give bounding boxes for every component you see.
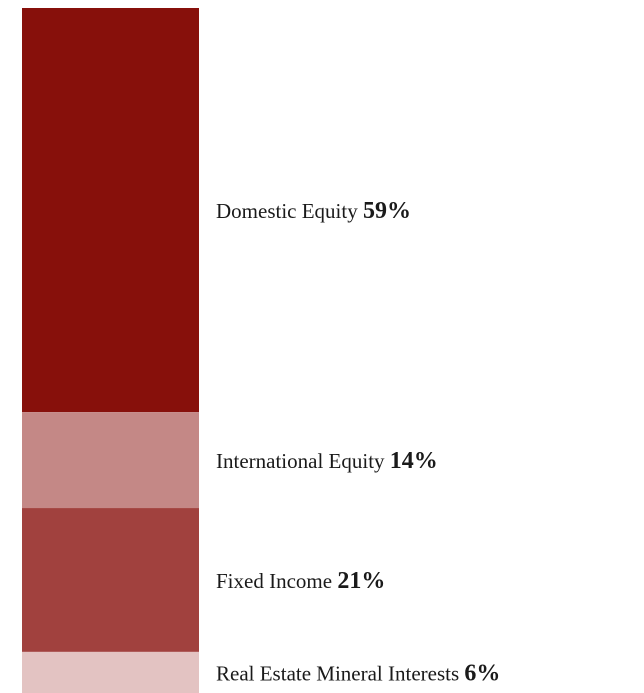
segment-label: International Equity 14%: [216, 448, 438, 474]
segment-value-label: 14%: [390, 448, 438, 474]
segment-value-label: 59%: [363, 198, 411, 224]
segment-value-label: 21%: [337, 568, 385, 594]
bar-segment-real-estate-mineral-interests: [22, 651, 199, 693]
segment-label: Fixed Income 21%: [216, 568, 385, 594]
segment-category-label: Domestic Equity: [216, 199, 363, 223]
segment-label: Real Estate Mineral Interests 6%: [216, 660, 500, 686]
bar-segment-fixed-income: [22, 508, 199, 652]
segment-category-label: Fixed Income: [216, 569, 337, 593]
segment-category-label: International Equity: [216, 449, 390, 473]
segment-label: Domestic Equity 59%: [216, 198, 411, 224]
segment-category-label: Real Estate Mineral Interests: [216, 661, 464, 685]
bar-segment-international-equity: [22, 412, 199, 509]
segment-value-label: 6%: [464, 660, 500, 686]
bar-segment-domestic-equity: [22, 8, 199, 413]
